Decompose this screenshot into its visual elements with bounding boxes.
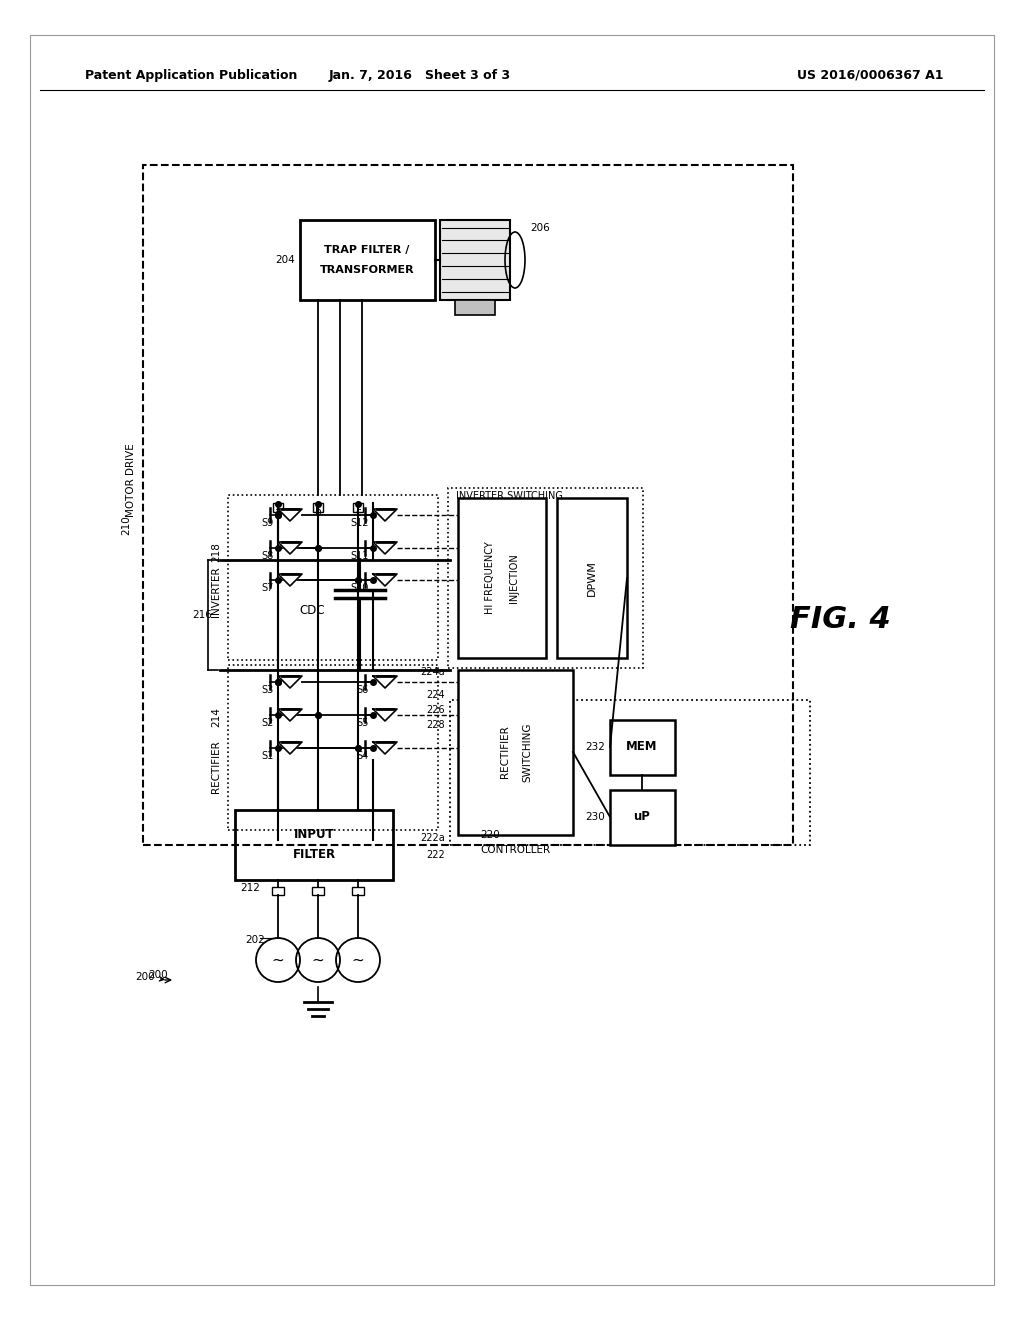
Text: FILTER: FILTER [293, 849, 336, 862]
Polygon shape [278, 510, 302, 521]
Text: 212: 212 [240, 883, 260, 894]
Bar [300, 220, 435, 300]
Text: S10: S10 [350, 583, 369, 593]
Bar [353, 503, 362, 512]
Text: uP: uP [634, 810, 650, 824]
Text: S3: S3 [262, 685, 274, 696]
Text: 224a: 224a [421, 667, 445, 677]
Text: S8: S8 [262, 550, 274, 561]
Text: 222a: 222a [420, 833, 445, 843]
Polygon shape [278, 742, 302, 754]
Text: 230: 230 [586, 812, 605, 822]
Text: S2: S2 [261, 718, 274, 729]
Text: S9: S9 [262, 517, 274, 528]
Text: INVERTER: INVERTER [211, 566, 221, 618]
Text: 222: 222 [426, 850, 445, 861]
Text: 202: 202 [246, 935, 265, 945]
Text: MOTOR DRIVE: MOTOR DRIVE [126, 444, 136, 517]
Text: 206: 206 [530, 223, 550, 234]
Bar [440, 220, 510, 300]
Text: S7: S7 [261, 583, 274, 593]
Bar [455, 300, 495, 315]
Text: 214: 214 [211, 708, 221, 727]
Text: c: c [355, 507, 360, 517]
Bar [312, 887, 324, 895]
Bar [557, 498, 627, 657]
Text: INJECTION: INJECTION [509, 553, 519, 603]
Polygon shape [278, 543, 302, 554]
Bar [449, 488, 643, 668]
Text: RECTIFIER: RECTIFIER [500, 726, 510, 779]
Bar [272, 887, 284, 895]
Text: 200: 200 [135, 972, 164, 982]
Bar [228, 665, 438, 830]
Text: 232: 232 [585, 742, 605, 752]
Text: S6: S6 [356, 685, 369, 696]
Polygon shape [373, 543, 397, 554]
Text: FIG. 4: FIG. 4 [790, 606, 891, 635]
Bar [458, 498, 546, 657]
Text: 200: 200 [148, 970, 168, 979]
Text: S12: S12 [350, 517, 369, 528]
Polygon shape [373, 709, 397, 721]
Text: 220: 220 [480, 830, 500, 840]
Polygon shape [278, 676, 302, 688]
Text: SWITCHING: SWITCHING [522, 722, 532, 781]
Text: 224: 224 [426, 690, 445, 700]
Text: a: a [274, 507, 282, 517]
Text: TRANSFORMER: TRANSFORMER [319, 265, 415, 275]
Polygon shape [373, 742, 397, 754]
Text: 226: 226 [426, 705, 445, 715]
Text: 210: 210 [121, 515, 131, 535]
Text: DPWM: DPWM [587, 560, 597, 595]
Text: S1: S1 [262, 751, 274, 762]
Text: 204: 204 [275, 255, 295, 265]
Text: ~: ~ [271, 953, 285, 968]
Bar [450, 700, 810, 845]
Text: ~: ~ [351, 953, 365, 968]
Bar [313, 503, 323, 512]
Polygon shape [278, 574, 302, 586]
Text: S5: S5 [356, 718, 369, 729]
Text: CONTROLLER: CONTROLLER [480, 845, 550, 855]
Text: HI FREQUENCY: HI FREQUENCY [485, 541, 495, 614]
Text: CDC: CDC [299, 603, 325, 616]
Polygon shape [373, 510, 397, 521]
Text: 218: 218 [211, 543, 221, 562]
Bar [273, 503, 283, 512]
Text: US 2016/0006367 A1: US 2016/0006367 A1 [797, 69, 943, 82]
Text: S4: S4 [356, 751, 369, 762]
Text: b: b [314, 507, 322, 517]
Polygon shape [373, 574, 397, 586]
Text: Jan. 7, 2016   Sheet 3 of 3: Jan. 7, 2016 Sheet 3 of 3 [329, 69, 511, 82]
Bar [610, 789, 675, 845]
Text: RECTIFIER: RECTIFIER [211, 741, 221, 793]
Bar [352, 887, 364, 895]
Bar [610, 719, 675, 775]
Polygon shape [278, 709, 302, 721]
Text: 228: 228 [426, 719, 445, 730]
Bar [234, 810, 393, 880]
Text: MEM: MEM [627, 741, 657, 754]
Bar [143, 165, 793, 845]
Text: 216: 216 [193, 610, 212, 620]
Bar [228, 495, 438, 660]
Text: TRAP FILTER /: TRAP FILTER / [325, 246, 410, 255]
Text: INVERTER SWITCHING: INVERTER SWITCHING [456, 491, 563, 502]
Bar [458, 671, 573, 836]
Polygon shape [373, 676, 397, 688]
Text: ~: ~ [311, 953, 325, 968]
Text: Patent Application Publication: Patent Application Publication [85, 69, 297, 82]
Text: S11: S11 [350, 550, 369, 561]
Text: INPUT: INPUT [294, 829, 335, 842]
